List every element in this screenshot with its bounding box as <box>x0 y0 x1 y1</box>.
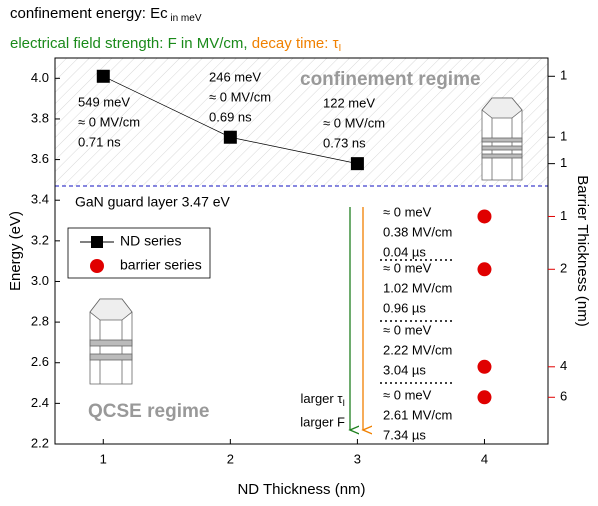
nd-annotation: 0.69 ns <box>209 109 252 124</box>
nd-annotation: ≈ 0 MV/cm <box>323 115 385 130</box>
header-subscript: I <box>339 43 342 54</box>
barrier-annotation: ≈ 0 meV <box>383 204 432 219</box>
nd-annotation: 246 meV <box>209 69 261 84</box>
nanodisk-icon <box>89 298 133 385</box>
nd-annotation: ≈ 0 MV/cm <box>78 114 140 129</box>
x-tick-label: 4 <box>481 451 488 466</box>
barrier-point <box>477 262 492 277</box>
nd-annotation: 0.73 ns <box>323 135 366 150</box>
barrier-annotation: ≈ 0 meV <box>383 322 432 337</box>
header-line: confinement energy: Ec in meV <box>10 5 202 24</box>
barrier-point <box>477 209 492 224</box>
legend-marker <box>91 236 103 248</box>
y-tick-label: 3.8 <box>31 110 49 125</box>
barrier-annotation: 2.22 MV/cm <box>383 342 452 357</box>
x-tick-label: 1 <box>100 451 107 466</box>
arrow-label: larger τI <box>301 391 346 408</box>
header-text: confinement energy: E <box>10 5 160 22</box>
arrow-label-sub: I <box>342 398 345 408</box>
barrier-annotation: 7.34 µs <box>383 427 426 442</box>
barrier-point <box>477 359 492 374</box>
y2-tick-label: 6 <box>560 389 567 404</box>
y-tick-label: 3.4 <box>31 192 49 207</box>
nd-annotation: 0.71 ns <box>78 134 121 149</box>
legend-label: barrier series <box>120 257 202 273</box>
y2-tick-label: 4 <box>560 358 567 373</box>
x-axis-title: ND Thickness (nm) <box>237 481 365 498</box>
barrier-annotation: ≈ 0 meV <box>383 387 432 402</box>
y2-tick-label: 1 <box>560 155 567 170</box>
header-text: decay time: τ <box>248 35 339 52</box>
barrier-annotation: 2.61 MV/cm <box>383 407 452 422</box>
regime-label: confinement regime <box>300 69 481 90</box>
barrier-annotation: 3.04 µs <box>383 362 426 377</box>
y-tick-label: 2.4 <box>31 395 49 410</box>
nd-annotation: 122 meV <box>323 95 375 110</box>
nd-annotation: 549 meV <box>78 94 130 109</box>
nd-point <box>223 130 237 144</box>
nd-point <box>96 69 110 83</box>
x-tick-label: 3 <box>354 451 361 466</box>
y-tick-label: 3.6 <box>31 151 49 166</box>
y2-tick-label: 2 <box>560 261 567 276</box>
barrier-point <box>477 390 492 405</box>
header-text: c <box>160 5 168 22</box>
x-tick-label: 2 <box>227 451 234 466</box>
nd-point <box>350 157 364 171</box>
legend-marker <box>90 259 104 273</box>
plot-frame <box>54 57 549 445</box>
legend-label: ND series <box>120 233 181 249</box>
barrier-annotation: 0.38 MV/cm <box>383 224 452 239</box>
confinement-region <box>55 58 548 186</box>
barrier-annotation: 0.04 µs <box>383 244 426 259</box>
y-tick-label: 3.2 <box>31 232 49 247</box>
barrier-annotation: 1.02 MV/cm <box>383 280 452 295</box>
y-axis-title: Energy (eV) <box>7 211 24 291</box>
y2-tick-label: 1 <box>560 208 567 223</box>
arrow-label-text: larger τ <box>301 391 344 406</box>
y2-tick-label: 1 <box>560 129 567 144</box>
header-text: electrical field strength: F in MV/cm, <box>10 35 248 52</box>
y-tick-label: 2.6 <box>31 354 49 369</box>
barrier-annotation: 0.96 µs <box>383 300 426 315</box>
plot-layer <box>55 58 548 186</box>
y2-tick-label: 1 <box>560 68 567 83</box>
y-tick-label: 4.0 <box>31 70 49 85</box>
y-tick-label: 2.2 <box>31 435 49 450</box>
y-tick-label: 3.0 <box>31 273 49 288</box>
y-tick-label: 2.8 <box>31 314 49 329</box>
arrow-label: larger F <box>300 414 345 429</box>
nanodisk-icon <box>481 97 523 181</box>
barrier-annotation: ≈ 0 meV <box>383 260 432 275</box>
nd-annotation: ≈ 0 MV/cm <box>209 89 271 104</box>
header-line: electrical field strength: F in MV/cm, d… <box>10 35 341 54</box>
header-subscript: in meV <box>168 13 202 24</box>
y2-axis-title: Barrier Thickness (nm) <box>574 175 591 326</box>
guard-layer-label: GaN guard layer 3.47 eV <box>75 194 231 210</box>
regime-label: QCSE regime <box>88 401 209 422</box>
